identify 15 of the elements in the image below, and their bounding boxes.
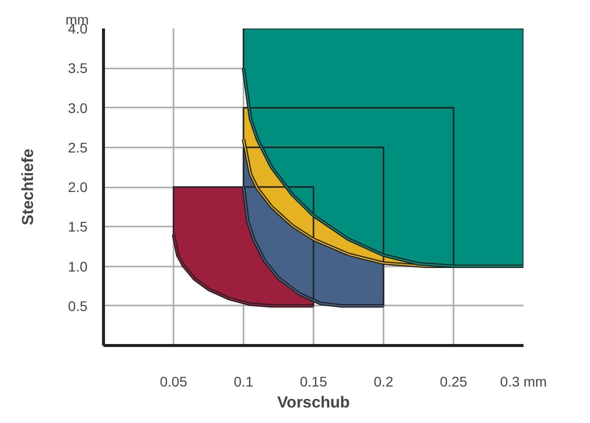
y-tick-label: 3.5 — [68, 60, 88, 76]
x-tick-label: 0.25 — [440, 374, 468, 390]
y-tick-label: 1.5 — [68, 218, 88, 235]
x-tick-label: 0.1 — [234, 374, 254, 390]
y-tick-label: 2.5 — [68, 139, 88, 156]
x-tick-label: 0.05 — [160, 374, 188, 390]
y-tick-label: 3.0 — [68, 100, 88, 116]
x-tick-label: 0.3 mm — [500, 374, 547, 390]
y-tick-label: 0.5 — [68, 298, 88, 314]
y-axis-title: Stechtiefe — [20, 148, 38, 226]
x-axis-title: Vorschub — [277, 394, 350, 412]
y-tick-label: 1.0 — [68, 258, 88, 274]
y-tick-label: 2.0 — [68, 179, 88, 195]
x-tick-label: 0.15 — [300, 374, 328, 390]
x-tick-label: 0.2 — [374, 374, 394, 390]
